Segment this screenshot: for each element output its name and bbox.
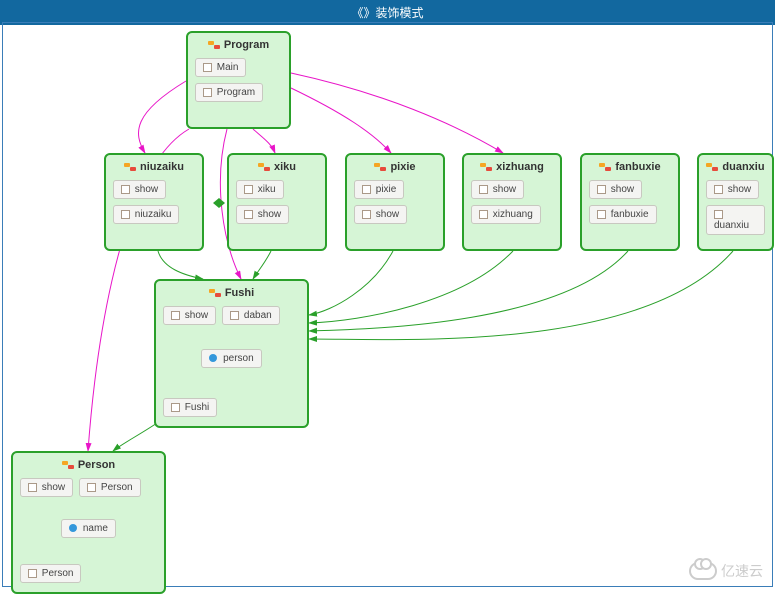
- member-fushi[interactable]: Fushi: [163, 398, 217, 417]
- method-icon: [171, 311, 179, 319]
- member-show[interactable]: show: [354, 205, 407, 224]
- method-icon: [121, 185, 129, 193]
- class-title: duanxiu: [703, 159, 768, 177]
- class-node-pixie[interactable]: pixie pixie show: [345, 153, 445, 251]
- title-text: 《》装饰模式: [351, 6, 423, 20]
- member-pixie[interactable]: pixie: [354, 180, 404, 199]
- watermark: 亿速云: [689, 561, 763, 581]
- method-icon: [362, 185, 370, 193]
- member-main[interactable]: Main: [195, 58, 246, 77]
- method-icon: [479, 185, 487, 193]
- method-icon: [203, 88, 211, 96]
- class-node-xiku[interactable]: xiku xiku show: [227, 153, 327, 251]
- class-icon: [374, 163, 386, 171]
- edge: [253, 129, 275, 153]
- class-node-xizhuang[interactable]: xizhuang show xizhuang: [462, 153, 562, 251]
- member-show[interactable]: show: [236, 205, 289, 224]
- class-title: Fushi: [160, 285, 303, 303]
- method-icon: [714, 210, 722, 218]
- method-icon: [597, 210, 605, 218]
- edge: [309, 251, 393, 315]
- method-icon: [121, 210, 129, 218]
- member-xiku[interactable]: xiku: [236, 180, 284, 199]
- class-title: xizhuang: [468, 159, 556, 177]
- edge: [253, 251, 271, 279]
- member-person[interactable]: Person: [20, 564, 81, 583]
- member-show[interactable]: show: [20, 478, 73, 497]
- method-icon: [230, 311, 238, 319]
- member-show[interactable]: show: [471, 180, 524, 199]
- member-show[interactable]: show: [589, 180, 642, 199]
- class-icon: [208, 41, 220, 49]
- class-node-niuzaiku[interactable]: niuzaiku show niuzaiku: [104, 153, 204, 251]
- diagram-canvas: Program Main Program niuzaiku show niuzai…: [2, 22, 773, 587]
- member-show[interactable]: show: [113, 180, 166, 199]
- member-show[interactable]: show: [706, 180, 759, 199]
- edge: [139, 81, 186, 153]
- class-title: niuzaiku: [110, 159, 198, 177]
- diamond-icon: [213, 198, 225, 208]
- class-node-duanxiu[interactable]: duanxiu show duanxiu: [697, 153, 774, 251]
- class-title: Program: [192, 37, 285, 55]
- method-icon: [714, 185, 722, 193]
- member-person[interactable]: person: [201, 349, 261, 368]
- class-node-program[interactable]: Program Main Program: [186, 31, 291, 129]
- member-xizhuang[interactable]: xizhuang: [471, 205, 541, 224]
- class-icon: [209, 289, 221, 297]
- member-daban[interactable]: daban: [222, 306, 280, 325]
- class-icon: [599, 163, 611, 171]
- class-icon: [62, 461, 74, 469]
- method-icon: [597, 185, 605, 193]
- field-icon: [209, 354, 217, 362]
- method-icon: [28, 483, 36, 491]
- method-icon: [87, 483, 95, 491]
- class-node-fanbuxie[interactable]: fanbuxie show fanbuxie: [580, 153, 680, 251]
- edge: [291, 73, 503, 153]
- class-title: pixie: [351, 159, 439, 177]
- cloud-icon: [689, 562, 717, 580]
- class-node-person[interactable]: Person show Person name Person: [11, 451, 166, 594]
- field-icon: [69, 524, 77, 532]
- edge: [309, 251, 513, 323]
- member-duanxiu[interactable]: duanxiu: [706, 205, 765, 235]
- member-person[interactable]: Person: [79, 478, 140, 497]
- class-icon: [480, 163, 492, 171]
- watermark-text: 亿速云: [721, 561, 763, 581]
- class-icon: [124, 163, 136, 171]
- method-icon: [203, 63, 211, 71]
- class-title: xiku: [233, 159, 321, 177]
- member-fanbuxie[interactable]: fanbuxie: [589, 205, 657, 224]
- member-niuzaiku[interactable]: niuzaiku: [113, 205, 179, 224]
- class-title: fanbuxie: [586, 159, 674, 177]
- edge: [291, 88, 391, 153]
- method-icon: [362, 210, 370, 218]
- class-icon: [258, 163, 270, 171]
- method-icon: [244, 210, 252, 218]
- class-node-fushi[interactable]: Fushi show daban person Fushi: [154, 279, 309, 428]
- method-icon: [171, 403, 179, 411]
- class-icon: [706, 163, 718, 171]
- method-icon: [479, 210, 487, 218]
- edge: [309, 251, 733, 340]
- member-show[interactable]: show: [163, 306, 216, 325]
- edge: [309, 251, 628, 331]
- edge: [158, 251, 203, 279]
- member-program[interactable]: Program: [195, 83, 263, 102]
- method-icon: [244, 185, 252, 193]
- method-icon: [28, 569, 36, 577]
- member-name[interactable]: name: [61, 519, 116, 538]
- class-title: Person: [17, 457, 160, 475]
